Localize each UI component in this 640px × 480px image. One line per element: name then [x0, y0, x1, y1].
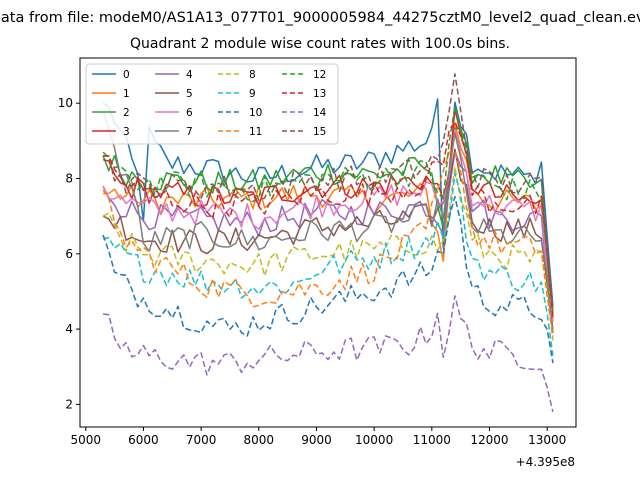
series-line-0 [102, 98, 554, 307]
series-layer [102, 73, 554, 413]
series-line-13 [103, 120, 554, 318]
series-line-2 [102, 127, 554, 315]
x-tick-label-8: 13000 [528, 433, 566, 447]
legend-label-2: 2 [123, 107, 130, 119]
x-tick-label-6: 11000 [413, 433, 451, 447]
legend-label-9: 9 [249, 88, 256, 100]
legend-label-13: 13 [313, 88, 326, 100]
series-line-3 [102, 108, 554, 318]
y-tick-label-0: 2 [65, 397, 73, 411]
x-tick-label-5: 10000 [355, 433, 393, 447]
legend-box [85, 63, 339, 145]
x-tick-label-0: 5000 [70, 433, 101, 447]
legend-label-7: 7 [186, 126, 193, 138]
legend-label-0: 0 [123, 69, 130, 81]
x-tick-label-1: 6000 [128, 433, 159, 447]
y-tick-label-2: 6 [65, 247, 73, 261]
legend-label-14: 14 [313, 107, 327, 119]
series-line-8 [102, 165, 554, 341]
legend-label-11: 11 [249, 126, 262, 138]
series-line-7 [102, 110, 554, 333]
ticks-layer: 5000 6000 7000 8000 9000 10000 11000 12000 13000… [58, 96, 567, 447]
series-line-9 [102, 172, 554, 356]
x-tick-label-3: 8000 [244, 433, 275, 447]
legend-label-12: 12 [313, 69, 326, 81]
legend-label-3: 3 [123, 126, 130, 138]
series-line-10 [102, 195, 554, 364]
series-line-14 [102, 295, 554, 413]
legend-label-5: 5 [186, 88, 193, 100]
legend-label-1: 1 [123, 88, 130, 100]
x-tick-label-7: 12000 [470, 433, 508, 447]
y-tick-label-4: 10 [58, 96, 73, 110]
series-line-11 [102, 151, 554, 337]
series-line-15 [103, 73, 554, 307]
y-tick-label-3: 8 [65, 171, 73, 185]
series-line-6 [102, 129, 554, 322]
figure-suptitle: Data from file: modeM0/AS1A13_077T01_900… [0, 10, 640, 26]
y-tick-label-1: 4 [65, 322, 73, 336]
axes-frame [79, 57, 577, 428]
x-tick-label-2: 7000 [186, 433, 217, 447]
legend-label-15: 15 [313, 126, 326, 138]
legend-label-10: 10 [249, 107, 262, 119]
chart-title: Quadrant 2 module wise count rates with … [130, 36, 510, 52]
legend-label-4: 4 [186, 69, 193, 81]
legend-label-6: 6 [186, 107, 193, 119]
x-offset-label: +4.395e8 [516, 455, 575, 469]
series-line-12 [102, 105, 554, 311]
x-tick-label-4: 9000 [301, 433, 332, 447]
legend-label-8: 8 [249, 69, 256, 81]
